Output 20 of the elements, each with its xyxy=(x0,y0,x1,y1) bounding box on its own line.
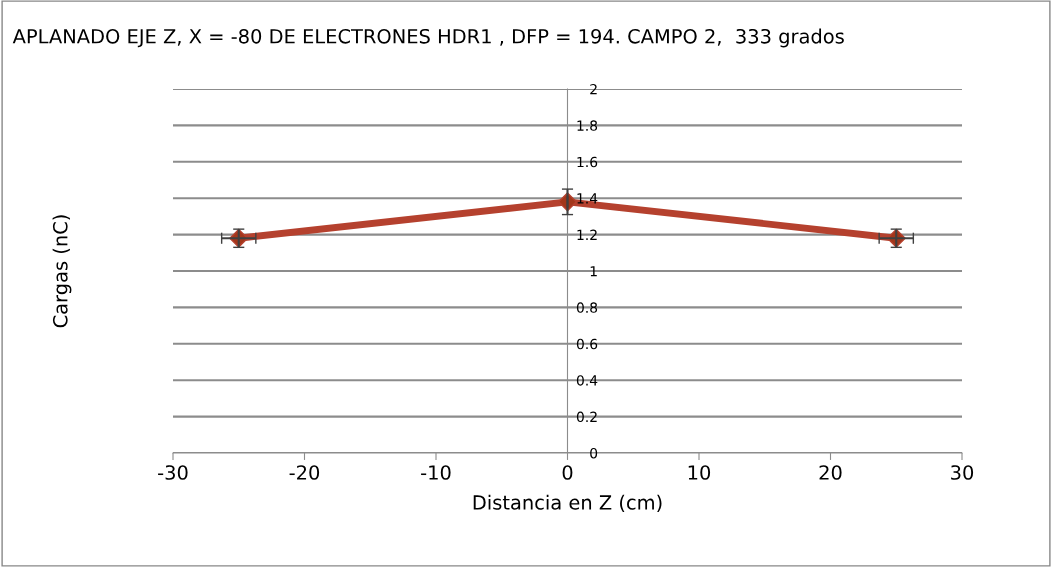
y-tick-label: 1 xyxy=(590,266,597,277)
y-tick-label: 0 xyxy=(590,447,598,459)
chart-title: APLANADO EJE Z, X = -80 DE ELECTRONES HDR1 , DFP = 194. CAMPO 2, 333 grados xyxy=(12,28,844,48)
y-tick-label: 0.4 xyxy=(576,375,598,386)
x-tick-label: -30 xyxy=(158,465,188,480)
x-tick-label: 0 xyxy=(562,465,573,480)
x-tick-label: -20 xyxy=(289,465,320,480)
y-tick-label: 1.6 xyxy=(577,156,598,168)
y-tick-label: 1.2 xyxy=(577,229,597,240)
y-tick-label: 0.2 xyxy=(576,411,597,423)
x-axis-title: Distancia en Z (cm) xyxy=(473,494,662,513)
x-tick-label: 10 xyxy=(688,465,711,480)
x-tick-label: -10 xyxy=(421,465,451,480)
y-tick-label: 0.8 xyxy=(576,302,598,313)
y-tick-label: 1.8 xyxy=(577,120,598,131)
x-tick-label: 30 xyxy=(951,465,974,480)
y-tick-label: 0.6 xyxy=(576,338,598,350)
y-axis-title: Cargas (nC) xyxy=(52,215,72,328)
y-tick-label: 2 xyxy=(590,83,597,95)
x-tick-label: 20 xyxy=(819,465,842,480)
